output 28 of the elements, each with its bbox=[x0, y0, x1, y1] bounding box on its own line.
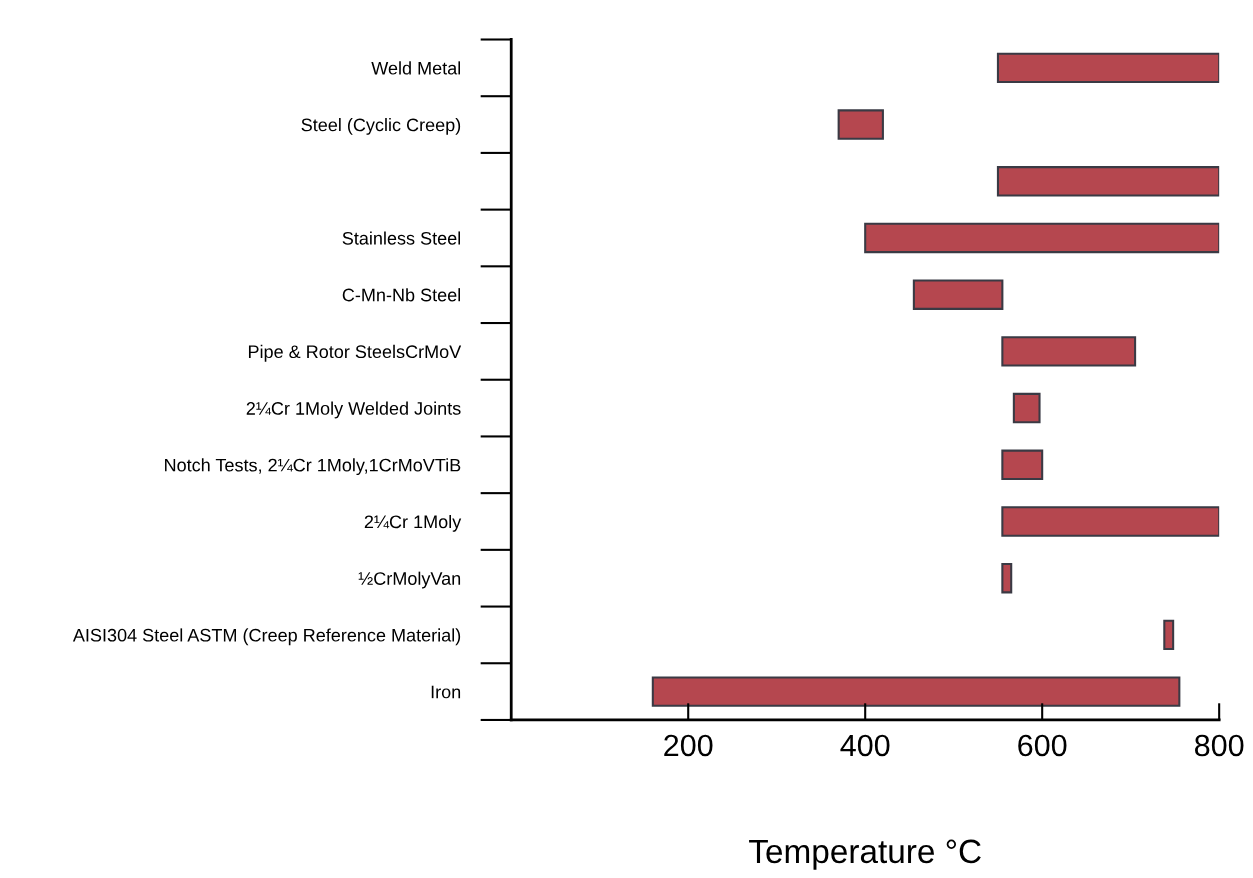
y-tick-label: Weld Metal bbox=[371, 61, 461, 75]
bar bbox=[1163, 619, 1175, 651]
y-tick-label: Pipe & Rotor SteelsCrMoV bbox=[248, 344, 462, 362]
bar bbox=[1012, 392, 1041, 424]
bar bbox=[651, 676, 1181, 707]
bar bbox=[996, 52, 1220, 84]
y-tick-label: Stainless Steel bbox=[342, 231, 461, 245]
bar bbox=[864, 222, 1220, 254]
y-tick-label: 2¼Cr 1Moly Welded Joints bbox=[246, 401, 461, 419]
bar bbox=[1001, 449, 1044, 481]
bar bbox=[1001, 336, 1137, 367]
bar bbox=[996, 166, 1220, 197]
y-tick-label: ½CrMolyVan bbox=[358, 571, 461, 589]
y-tick-label: 2¼Cr 1Moly bbox=[364, 514, 462, 532]
x-tick-label: 400 bbox=[840, 734, 890, 757]
x-tick-label: 200 bbox=[664, 734, 713, 757]
y-tick-label: Iron bbox=[431, 685, 461, 699]
y-tick-label: C-Mn-Nb Steel bbox=[342, 288, 461, 302]
bar bbox=[912, 279, 1004, 310]
x-tick-label: 600 bbox=[1018, 734, 1067, 757]
x-axis-title: Temperature °C bbox=[749, 839, 981, 870]
bar bbox=[1001, 562, 1013, 594]
bar bbox=[1001, 506, 1220, 537]
y-tick-label: Notch Tests, 2¼Cr 1Moly,1CrMoVTiB bbox=[165, 458, 461, 476]
bar bbox=[837, 109, 884, 140]
y-tick-label: Steel (Cyclic Creep) bbox=[301, 118, 461, 135]
x-tick-label: 800 bbox=[1195, 734, 1244, 757]
y-tick-label: AISI304 Steel ASTM (Creep Reference Material) bbox=[72, 628, 461, 646]
